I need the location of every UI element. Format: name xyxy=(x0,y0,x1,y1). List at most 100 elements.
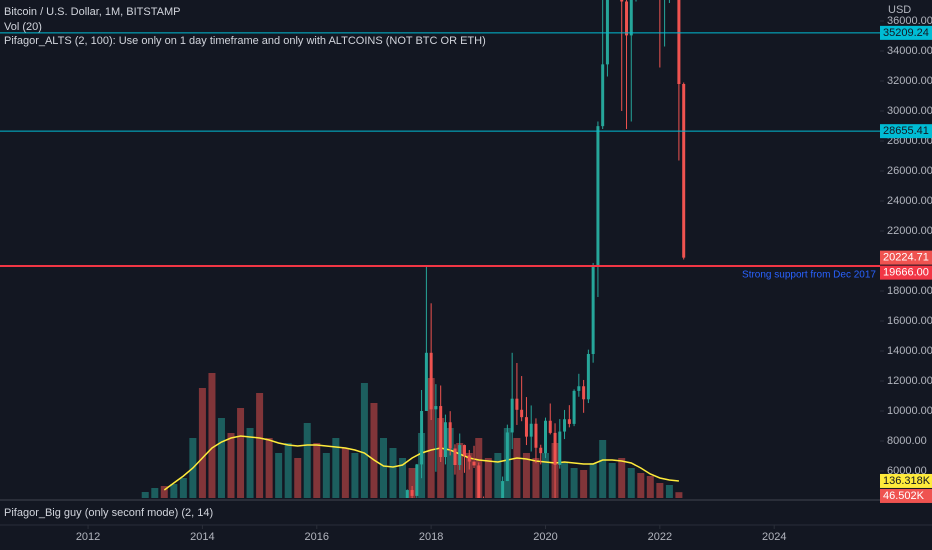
volume-bar xyxy=(198,388,206,498)
indicator-label: Vol (20) xyxy=(4,21,42,33)
volume-bar xyxy=(618,458,626,498)
volume-bar xyxy=(656,483,664,498)
x-tick-label: 2024 xyxy=(762,531,786,543)
level-label-box xyxy=(880,265,932,280)
candle-body xyxy=(453,448,457,465)
volume-label: 46.502K xyxy=(883,490,925,502)
candle-body xyxy=(505,432,509,482)
candle-body xyxy=(577,386,581,391)
candle-body xyxy=(501,481,505,498)
x-tick-label: 2018 xyxy=(419,531,443,543)
candle-body xyxy=(524,417,528,437)
volume-bar xyxy=(532,458,540,498)
level-label: 19666.00 xyxy=(883,267,929,279)
y-tick-label: 22000.00 xyxy=(887,225,932,237)
x-tick-label: 2020 xyxy=(533,531,557,543)
volume-bar xyxy=(370,403,378,498)
candle-body xyxy=(582,386,586,400)
candle-body xyxy=(563,419,567,432)
x-tick-label: 2012 xyxy=(76,531,100,543)
candle-body xyxy=(534,423,538,448)
candle-body xyxy=(625,1,629,36)
volume-bar xyxy=(208,373,216,498)
chart-title: Bitcoin / U.S. Dollar, 1M, BITSTAMP xyxy=(4,6,180,18)
candle-body xyxy=(682,84,686,258)
volume-bar xyxy=(151,488,159,498)
volume-bar xyxy=(389,448,397,498)
volume-label-box xyxy=(880,488,932,503)
volume-bar xyxy=(570,468,578,498)
volume-bar xyxy=(637,473,645,498)
annotation: Strong support from Dec 2017 xyxy=(742,270,876,281)
y-tick-label: 24000.00 xyxy=(887,195,932,207)
candle-body xyxy=(601,64,605,127)
candle-body xyxy=(405,490,409,498)
candle-body xyxy=(515,398,519,410)
volume-bar xyxy=(237,408,245,498)
y-tick-label: 6000.00 xyxy=(887,465,927,477)
candle-body xyxy=(677,0,681,84)
volume-bar xyxy=(160,486,168,498)
y-tick-label: 30000.00 xyxy=(887,105,932,117)
volume-bar xyxy=(294,458,302,498)
volume-bar xyxy=(484,458,492,498)
y-tick-label: 10000.00 xyxy=(887,405,932,417)
candle-body xyxy=(629,0,633,36)
y-tick-label: 18000.00 xyxy=(887,285,932,297)
level-label-box xyxy=(880,124,932,139)
volume-bar xyxy=(627,468,635,498)
volume-bar xyxy=(332,438,340,498)
candle-body xyxy=(439,406,443,458)
volume-bar xyxy=(284,443,292,498)
candle-body xyxy=(539,447,543,454)
y-tick-label: 26000.00 xyxy=(887,165,932,177)
volume-bar xyxy=(580,470,588,498)
volume-bar xyxy=(494,453,502,498)
volume-bar xyxy=(313,443,321,498)
volume-bar xyxy=(227,433,235,498)
y-tick-label: 16000.00 xyxy=(887,315,932,327)
volume-bar xyxy=(256,393,264,498)
y-tick-label: 32000.00 xyxy=(887,75,932,87)
volume-bar xyxy=(141,492,149,498)
y-tick-label: 8000.00 xyxy=(887,435,927,447)
candle-body xyxy=(529,423,533,437)
volume-bar xyxy=(427,378,435,498)
volume-bar xyxy=(217,418,225,498)
candle-body xyxy=(543,420,547,454)
x-tick-label: 2014 xyxy=(190,531,214,543)
volume-bar xyxy=(275,453,283,498)
candle-body xyxy=(415,464,419,496)
x-tick-label: 2022 xyxy=(648,531,672,543)
candle-body xyxy=(410,490,414,496)
candle-body xyxy=(472,461,476,466)
candle-body xyxy=(510,398,514,433)
y-tick-label: 12000.00 xyxy=(887,375,932,387)
candle-body xyxy=(424,352,428,411)
candle-body xyxy=(420,411,424,465)
volume-bar xyxy=(322,453,330,498)
volume-bar xyxy=(465,453,473,498)
candle-body xyxy=(443,422,447,458)
volume-bar xyxy=(341,448,349,498)
volume-bar xyxy=(408,468,416,498)
volume-bar xyxy=(170,484,178,498)
candle-body xyxy=(553,432,557,465)
candle-body xyxy=(572,390,576,424)
volume-bar xyxy=(513,438,521,498)
y-axis-label: USD xyxy=(888,4,911,16)
y-tick-label: 34000.00 xyxy=(887,45,932,57)
volume-bar xyxy=(399,458,407,498)
candle-body xyxy=(591,265,595,354)
volume-bar xyxy=(599,440,607,498)
volume-bar xyxy=(675,492,683,498)
volume-bar xyxy=(646,476,654,498)
candle-body xyxy=(586,354,590,400)
last-price-label-box xyxy=(880,250,932,265)
x-tick-label: 2016 xyxy=(305,531,329,543)
candle-body xyxy=(620,0,624,2)
y-tick-label: 36000.00 xyxy=(887,15,932,27)
volume-bar xyxy=(561,463,569,498)
volume-bar xyxy=(179,478,187,498)
